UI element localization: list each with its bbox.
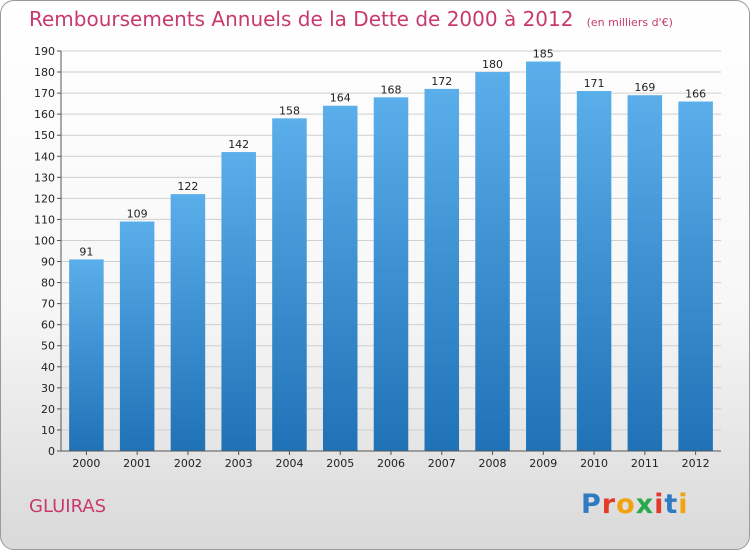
bar: [69, 259, 104, 451]
y-tick-label: 10: [41, 424, 55, 437]
data-label: 168: [381, 83, 402, 96]
bars: [69, 61, 713, 452]
y-tick-label: 140: [34, 150, 55, 163]
data-label: 122: [177, 180, 198, 193]
bar: [272, 118, 307, 452]
y-tick-label: 70: [41, 298, 55, 311]
data-label: 169: [634, 81, 655, 94]
x-tick-label: 2006: [377, 457, 405, 470]
x-tick-label: 2011: [631, 457, 659, 470]
data-label: 142: [228, 138, 249, 151]
x-tick-label: 2004: [275, 457, 303, 470]
y-tick-label: 190: [34, 45, 55, 58]
data-label: 172: [431, 75, 452, 88]
y-tick-label: 60: [41, 319, 55, 332]
bar: [627, 95, 663, 452]
data-label: 158: [279, 104, 300, 117]
x-tick-label: 2010: [580, 457, 608, 470]
logo-letter: i: [678, 489, 689, 520]
logo-letter: P: [581, 489, 602, 520]
y-tick-label: 40: [41, 361, 55, 374]
x-tick-label: 2001: [123, 457, 151, 470]
bar: [373, 97, 409, 451]
bar: [119, 221, 155, 451]
y-tick-label: 150: [34, 129, 55, 142]
x-tick-label: 2012: [682, 457, 710, 470]
y-tick-label: 80: [41, 277, 55, 290]
data-label: 171: [584, 77, 605, 90]
bar: [526, 61, 561, 452]
place-name: GLUIRAS: [29, 496, 107, 517]
data-label: 185: [533, 48, 554, 61]
y-tick-label: 120: [34, 192, 55, 205]
chart-subtitle: (en milliers d'€): [586, 16, 673, 29]
bar: [475, 72, 510, 451]
x-tick-label: 2003: [225, 457, 253, 470]
data-label: 91: [79, 245, 93, 258]
bar: [424, 88, 460, 451]
chart-title: Remboursements Annuels de la Dette de 20…: [29, 7, 574, 31]
x-tick-label: 2002: [174, 457, 202, 470]
y-tick-label: 90: [41, 256, 55, 269]
title-row: Remboursements Annuels de la Dette de 20…: [29, 7, 673, 31]
axes: [57, 50, 721, 455]
y-tick-label: 100: [34, 234, 55, 247]
x-tick-label: 2005: [326, 457, 354, 470]
y-tick-label: 50: [41, 340, 55, 353]
labels: 0 10 20 30 40 50 60 70 80 90 100 110 120 130 140 150 160…: [34, 45, 710, 470]
logo-letter: r: [601, 489, 617, 520]
bar: [170, 194, 206, 451]
data-label: 164: [330, 92, 351, 105]
logo-letter: x: [635, 489, 655, 520]
logo-letter: o: [616, 489, 636, 520]
x-tick-label: 2008: [479, 457, 507, 470]
bar: [221, 152, 256, 452]
logo-letter: i: [654, 489, 665, 520]
y-tick-label: 130: [34, 171, 55, 184]
bar: [322, 105, 358, 451]
data-label: 180: [482, 58, 503, 71]
logo-letter: t: [664, 489, 679, 520]
bar: [576, 91, 612, 451]
y-tick-label: 160: [34, 108, 55, 121]
x-tick-label: 2000: [72, 457, 100, 470]
x-tick-label: 2007: [428, 457, 456, 470]
y-tick-label: 170: [34, 87, 55, 100]
bar: [678, 101, 713, 452]
data-label: 109: [127, 208, 148, 221]
y-tick-label: 110: [34, 213, 55, 226]
proxiti-logo[interactable]: Proxiti: [581, 489, 689, 520]
y-tick-label: 180: [34, 66, 55, 79]
y-tick-label: 30: [41, 382, 55, 395]
y-tick-label: 20: [41, 403, 55, 416]
y-tick-label: 0: [48, 445, 55, 458]
x-tick-label: 2009: [529, 457, 557, 470]
data-label: 166: [685, 88, 706, 101]
